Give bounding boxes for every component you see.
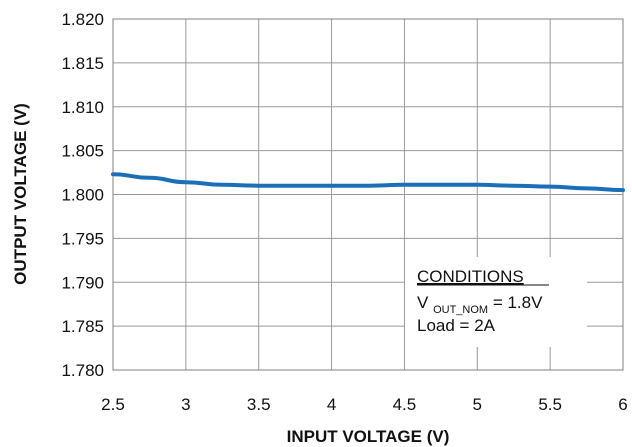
y-tick-labels: 1.780 1.785 1.790 1.795 1.800 1.805 1.810 1.815…: [61, 10, 104, 380]
vout-value: = 1.8V: [493, 293, 543, 312]
x-tick-label: 4.5: [393, 395, 417, 414]
y-tick-label: 1.815: [61, 54, 104, 73]
vout-main: V: [417, 293, 429, 312]
vout-subscript: OUT_NOM: [433, 304, 488, 316]
y-tick-label: 1.820: [61, 10, 104, 29]
y-tick-label: 1.790: [61, 273, 104, 292]
y-tick-label: 1.805: [61, 142, 104, 161]
x-tick-label: 3: [181, 395, 190, 414]
grid-lines: [112, 18, 624, 371]
conditions-box: [405, 257, 587, 347]
x-tick-label: 3.5: [247, 395, 271, 414]
y-tick-label: 1.785: [61, 317, 104, 336]
y-tick-label: 1.795: [61, 229, 104, 248]
conditions-vout: V OUT_NOM = 1.8V: [417, 293, 543, 317]
conditions-annotation: CONDITIONS V OUT_NOM = 1.8V Load = 2A: [405, 257, 587, 347]
x-tick-label: 2.5: [101, 395, 125, 414]
y-tick-label: 1.810: [61, 98, 104, 117]
series-line: [111, 172, 625, 193]
plot-frame: [112, 18, 624, 371]
x-axis-title: INPUT VOLTAGE (V): [287, 427, 450, 446]
y-tick-label: 1.800: [61, 186, 104, 205]
conditions-heading: CONDITIONS: [417, 267, 524, 286]
x-tick-label: 4: [327, 395, 336, 414]
y-axis-title: OUTPUT VOLTAGE (V): [11, 103, 30, 285]
x-tick-label: 5.5: [538, 395, 562, 414]
x-tick-label: 5: [473, 395, 482, 414]
x-tick-labels: 2.5 3 3.5 4 4.5 5 5.5 6: [101, 395, 628, 414]
series-group: [111, 172, 625, 193]
x-tick-label: 6: [618, 395, 627, 414]
conditions-load: Load = 2A: [417, 316, 496, 335]
y-tick-label: 1.780: [61, 361, 104, 380]
